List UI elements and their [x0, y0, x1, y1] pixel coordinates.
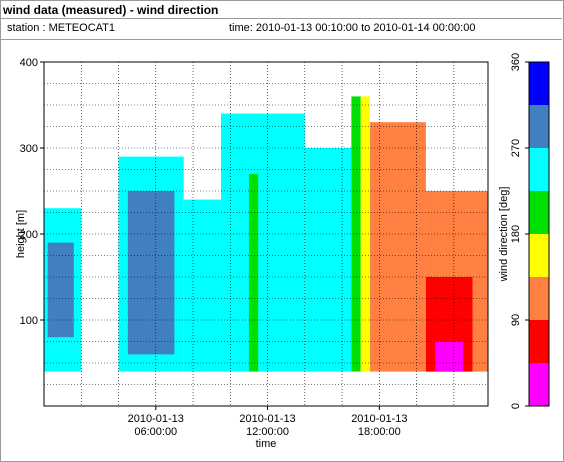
colorbar-tick-label: 360 — [510, 53, 522, 71]
heatmap-cell — [248, 173, 259, 372]
colorbar-bin — [529, 234, 549, 277]
y-tick-label: 100 — [20, 315, 38, 327]
colorbar-bin — [529, 363, 549, 406]
colorbar-bin — [529, 191, 549, 234]
colorbar-ticks: 0 90 180 270 360 — [510, 53, 529, 409]
heatmap-cell — [127, 191, 175, 355]
y-tick-label: 300 — [20, 143, 38, 155]
x-axis-ticks: 2010-01-1306:00:002010-01-1312:00:002010… — [128, 406, 407, 438]
time-range-label: time: 2010-01-13 00:10:00 to 2010-01-14 … — [229, 22, 476, 34]
heatmap-cell — [435, 341, 464, 372]
colorbar-bin — [529, 62, 549, 105]
colorbar — [528, 61, 550, 407]
colorbar-bin — [529, 105, 549, 148]
heatmap-cell — [47, 242, 74, 338]
x-tick-label-time: 06:00:00 — [134, 426, 177, 438]
x-tick-label-time: 18:00:00 — [358, 426, 401, 438]
y-axis-label: height [m] — [15, 210, 27, 258]
y-axis-ticks: 100 200 300 400 — [20, 57, 44, 327]
heatmap-cell — [304, 148, 352, 372]
colorbar-bin — [529, 320, 549, 363]
y-tick-label: 400 — [20, 57, 38, 69]
heatmap-cell — [220, 113, 305, 372]
colorbar-tick-label: 0 — [510, 403, 522, 409]
colorbar-tick-label: 90 — [510, 314, 522, 326]
header-divider — [0, 39, 562, 40]
colorbar-bin — [529, 277, 549, 320]
chart-title: wind data (measured) - wind direction — [3, 3, 219, 17]
y-tick-label: 200 — [20, 229, 38, 241]
gridlines — [44, 62, 488, 406]
heatmap-cell — [370, 122, 426, 372]
heatmap-cell — [183, 199, 221, 372]
colorbar-label: wind direction [deg] — [498, 187, 510, 283]
colorbar-tick-label: 270 — [510, 139, 522, 157]
heatmap-cells — [44, 96, 488, 372]
station-label: station : METEOCAT1 — [7, 22, 115, 34]
x-tick-label-date: 2010-01-13 — [239, 413, 295, 425]
x-tick-label-date: 2010-01-13 — [351, 413, 407, 425]
x-tick-label-time: 12:00:00 — [246, 426, 289, 438]
colorbar-bin — [529, 148, 549, 191]
colorbar-tick-label: 180 — [510, 225, 522, 243]
x-tick-label-date: 2010-01-13 — [128, 413, 184, 425]
x-axis-label: time — [256, 438, 277, 450]
title-divider — [0, 18, 562, 19]
